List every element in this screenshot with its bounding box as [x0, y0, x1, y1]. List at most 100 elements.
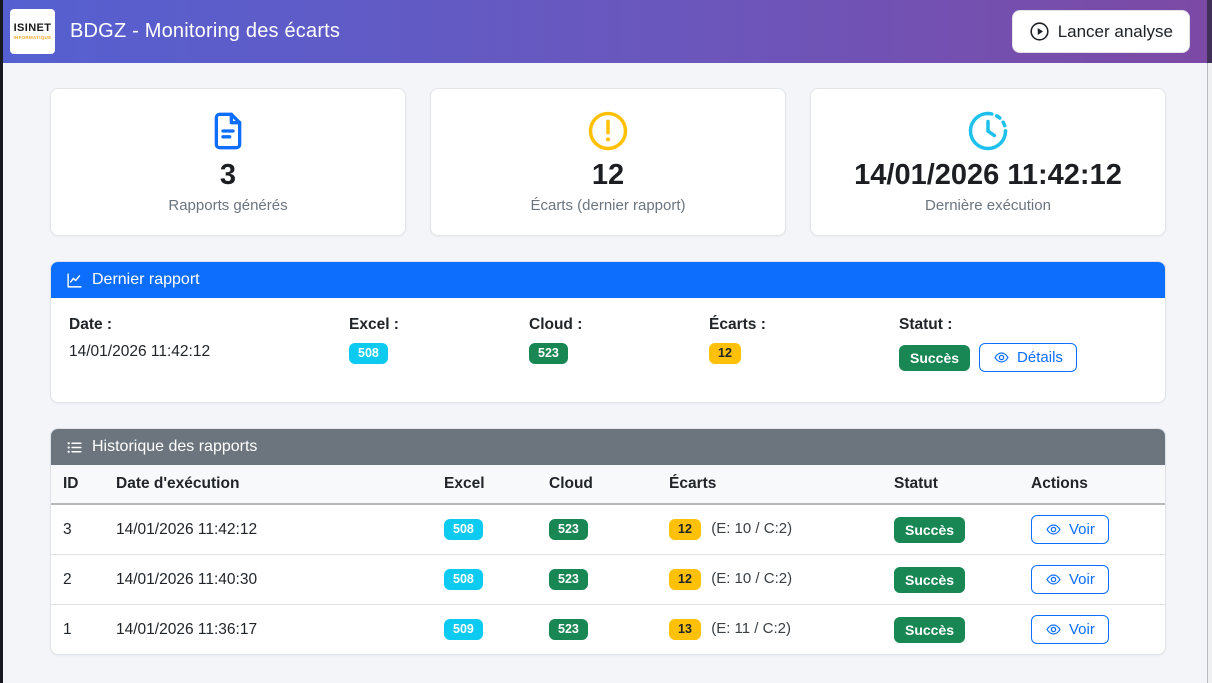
field-ecarts: Écarts : 12 — [709, 316, 899, 372]
launch-analysis-label: Lancer analyse — [1057, 21, 1173, 41]
voir-button[interactable]: Voir — [1031, 515, 1109, 544]
cell-id: 3 — [51, 504, 108, 555]
last-report-body: Date : 14/01/2026 11:42:12 Excel : 508 C… — [51, 298, 1165, 402]
last-report-title: Dernier rapport — [92, 271, 200, 288]
field-cloud: Cloud : 523 — [529, 316, 709, 372]
field-statut: Statut : Succès Détails — [899, 316, 1147, 372]
voir-button[interactable]: Voir — [1031, 615, 1109, 644]
ecarts-count-badge: 13 — [669, 619, 701, 640]
logo-subtext: INFORMATIQUE — [13, 34, 52, 40]
cell-ecarts: 12 (E: 10 / C:2) — [661, 554, 886, 605]
stat-label-reports: Rapports générés — [168, 197, 288, 215]
window-scrollbar[interactable] — [1207, 0, 1212, 683]
launch-analysis-button[interactable]: Lancer analyse — [1011, 10, 1190, 53]
app-header: ISINET INFORMATIQUE BDGZ - Monitoring de… — [0, 0, 1212, 63]
stat-card-last-run: 14/01/2026 11:42:12 Dernière exécution — [810, 88, 1166, 236]
col-excel: Excel — [436, 465, 541, 505]
cell-cloud: 523 — [541, 605, 661, 655]
field-excel-label: Excel : — [349, 316, 399, 333]
cloud-count-badge: 523 — [549, 569, 588, 590]
field-date-value: 14/01/2026 11:42:12 — [69, 343, 211, 360]
voir-button-label: Voir — [1069, 571, 1095, 588]
field-statut-label: Statut : — [899, 316, 953, 333]
ecarts-count-badge: 12 — [669, 519, 701, 540]
window-right-edge — [1207, 0, 1212, 63]
history-table: ID Date d'exécution Excel Cloud Écarts S… — [51, 465, 1165, 654]
voir-button[interactable]: Voir — [1031, 565, 1109, 594]
ecarts-detail-text: (E: 10 / C:2) — [711, 520, 793, 538]
ecarts-count-badge: 12 — [709, 343, 741, 364]
status-badge: Succès — [899, 344, 971, 371]
field-ecarts-label: Écarts : — [709, 316, 766, 333]
excel-count-badge: 508 — [444, 569, 483, 590]
stats-row: 3 Rapports générés 12 Écarts (dernier ra… — [50, 88, 1166, 236]
excel-count-badge: 509 — [444, 619, 483, 640]
stat-label-last-run: Dernière exécution — [925, 197, 1051, 215]
eye-icon — [1045, 522, 1062, 537]
col-actions: Actions — [1023, 465, 1165, 505]
isinet-logo: ISINET INFORMATIQUE — [10, 9, 55, 54]
cell-excel: 509 — [436, 605, 541, 655]
logo-text: ISINET — [13, 21, 52, 34]
document-icon — [208, 110, 248, 152]
cloud-count-badge: 523 — [549, 619, 588, 640]
cell-actions: Voir — [1023, 504, 1165, 555]
history-title: Historique des rapports — [92, 438, 258, 455]
cell-cloud: 523 — [541, 504, 661, 555]
cell-date: 14/01/2026 11:36:17 — [116, 620, 258, 638]
ecarts-count-badge: 12 — [669, 569, 701, 590]
table-row: 3 14/01/2026 11:42:12 508 523 12 (E: 10 … — [51, 504, 1165, 555]
status-badge: Succès — [894, 516, 966, 543]
window-left-edge — [0, 0, 3, 683]
details-button-label: Détails — [1017, 349, 1063, 366]
ecarts-detail-text: (E: 11 / C:2) — [711, 620, 791, 638]
cell-actions: Voir — [1023, 554, 1165, 605]
chart-line-icon — [66, 272, 83, 289]
stat-value-reports: 3 — [219, 158, 237, 191]
excel-count-badge: 508 — [444, 519, 483, 540]
clock-icon — [967, 110, 1009, 152]
voir-button-label: Voir — [1069, 621, 1095, 638]
cell-statut: Succès — [886, 554, 1023, 605]
table-header-row: ID Date d'exécution Excel Cloud Écarts S… — [51, 465, 1165, 505]
field-excel: Excel : 508 — [349, 316, 529, 372]
details-button[interactable]: Détails — [979, 343, 1077, 372]
voir-button-label: Voir — [1069, 521, 1095, 538]
col-ecarts: Écarts — [661, 465, 886, 505]
history-header: Historique des rapports — [51, 429, 1165, 465]
eye-icon — [1045, 622, 1062, 637]
eye-icon — [993, 350, 1010, 365]
page-title: BDGZ - Monitoring des écarts — [70, 20, 341, 42]
status-badge: Succès — [894, 566, 966, 593]
cell-excel: 508 — [436, 504, 541, 555]
status-badge: Succès — [894, 616, 966, 643]
last-report-header: Dernier rapport — [51, 262, 1165, 298]
col-statut: Statut — [886, 465, 1023, 505]
field-cloud-label: Cloud : — [529, 316, 583, 333]
col-id: ID — [51, 465, 108, 505]
eye-icon — [1045, 572, 1062, 587]
excel-count-badge: 508 — [349, 343, 388, 364]
col-date: Date d'exécution — [108, 465, 436, 505]
cloud-count-badge: 523 — [549, 519, 588, 540]
cell-statut: Succès — [886, 504, 1023, 555]
cell-actions: Voir — [1023, 605, 1165, 655]
cloud-count-badge: 523 — [529, 343, 568, 364]
stat-value-last-run: 14/01/2026 11:42:12 — [854, 158, 1122, 191]
cell-statut: Succès — [886, 605, 1023, 655]
warning-icon — [587, 110, 629, 152]
list-icon — [66, 439, 83, 456]
cell-excel: 508 — [436, 554, 541, 605]
field-date: Date : 14/01/2026 11:42:12 — [69, 316, 349, 372]
cell-id: 1 — [63, 620, 72, 638]
col-cloud: Cloud — [541, 465, 661, 505]
cell-ecarts: 13 (E: 11 / C:2) — [661, 605, 886, 655]
cell-date: 14/01/2026 11:42:12 — [108, 504, 436, 555]
stat-card-ecarts: 12 Écarts (dernier rapport) — [430, 88, 786, 236]
cell-date: 14/01/2026 11:40:30 — [108, 554, 436, 605]
table-row: 1 14/01/2026 11:36:17 509 523 13 (E: 11 … — [51, 605, 1165, 655]
stat-label-ecarts: Écarts (dernier rapport) — [530, 197, 686, 215]
ecarts-detail-text: (E: 10 / C:2) — [711, 570, 793, 588]
stat-card-reports: 3 Rapports générés — [50, 88, 406, 236]
last-report-panel: Dernier rapport Date : 14/01/2026 11:42:… — [50, 261, 1166, 403]
